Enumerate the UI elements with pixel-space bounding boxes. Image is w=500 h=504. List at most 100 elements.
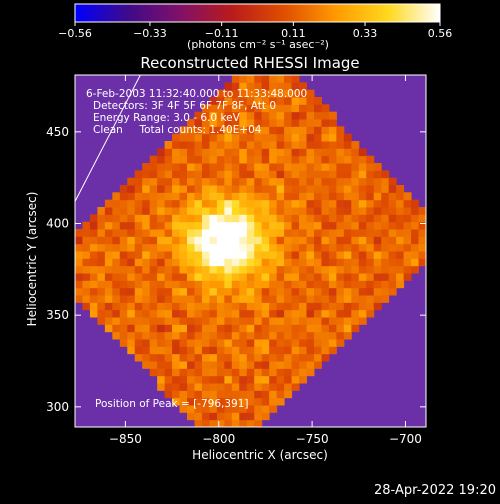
heatmap-cell (224, 339, 233, 347)
heatmap-cell (187, 273, 195, 281)
heatmap-cell (276, 397, 285, 406)
heatmap-cell (291, 214, 300, 223)
heatmap-cell (164, 339, 173, 347)
heatmap-cell (343, 243, 352, 252)
heatmap-cell (104, 243, 113, 252)
heatmap-cell (291, 287, 300, 296)
heatmap-cell (134, 221, 143, 230)
heatmap-cell (119, 214, 128, 223)
heatmap-cell (306, 368, 315, 377)
heatmap-cell (276, 126, 285, 135)
heatmap-cell (321, 243, 330, 252)
heatmap-cell (351, 170, 360, 179)
heatmap-cell (119, 258, 128, 267)
heatmap-cell (194, 243, 203, 252)
heatmap-cell (119, 236, 128, 245)
heatmap-cell (313, 229, 322, 237)
heatmap-cell (284, 170, 293, 179)
heatmap-cell (89, 273, 98, 281)
heatmap-cell (299, 221, 308, 230)
heatmap-cell (172, 251, 181, 259)
heatmap-cell (172, 287, 181, 296)
heatmap-cell (216, 221, 225, 230)
heatmap-cell (142, 199, 151, 208)
heatmap-cell (216, 133, 225, 142)
heatmap-cell (321, 317, 330, 325)
heatmap-cell (313, 353, 322, 362)
heatmap-cell (366, 287, 375, 296)
heatmap-cell (284, 229, 293, 237)
heatmap-cell (261, 229, 270, 237)
heatmap-cell (231, 280, 240, 289)
heatmap-cell (313, 192, 322, 201)
heatmap-cell (97, 265, 106, 274)
heatmap-cell (321, 221, 330, 230)
heatmap-cell (269, 207, 278, 215)
heatmap-cell (299, 207, 308, 215)
heatmap-cell (119, 302, 128, 311)
heatmap-cell (299, 104, 308, 113)
heatmap-cell (284, 126, 293, 135)
heatmap-cell (328, 317, 337, 325)
heatmap-cell (246, 133, 255, 142)
heatmap-cell (366, 243, 375, 252)
heatmap-cell (179, 390, 188, 399)
heatmap-cell (172, 185, 181, 193)
heatmap-cell (231, 177, 240, 186)
heatmap-cell (112, 236, 121, 245)
heatmap-cell (388, 199, 397, 208)
heatmap-cell (231, 309, 240, 318)
heatmap-cell (388, 207, 397, 215)
heatmap-cell (276, 119, 285, 127)
heatmap-cell (276, 214, 285, 223)
heatmap-cell (209, 163, 218, 171)
heatmap-cell (194, 383, 203, 391)
heatmap-cell (284, 207, 293, 215)
heatmap-cell (388, 221, 397, 230)
heatmap-cell (343, 280, 352, 289)
heatmap-cell (366, 258, 375, 267)
heatmap-cell (366, 155, 375, 164)
heatmap-cell (224, 280, 233, 289)
heatmap-cell (284, 133, 293, 142)
heatmap-cell (291, 155, 300, 164)
heatmap-cell (216, 258, 225, 267)
heatmap-cell (89, 258, 98, 267)
heatmap-cell (366, 229, 375, 237)
heatmap-cell (366, 221, 375, 230)
heatmap-cell (261, 155, 270, 164)
heatmap-cell (224, 361, 233, 369)
heatmap-cell (299, 251, 308, 259)
heatmap-cell (373, 199, 382, 208)
heatmap-cell (142, 177, 151, 186)
heatmap-cell (246, 163, 255, 171)
heatmap-cell (127, 214, 136, 223)
heatmap-cell (239, 221, 248, 230)
heatmap-cell (201, 273, 210, 281)
heatmap-cell (142, 185, 151, 193)
heatmap-cell (269, 82, 278, 91)
heatmap-cell (164, 229, 173, 237)
heatmap-cell (299, 324, 308, 333)
heatmap-cell (246, 258, 255, 267)
heatmap-cell (172, 221, 181, 230)
heatmap-cell (157, 265, 166, 274)
heatmap-cell (104, 287, 113, 296)
heatmap-cell (112, 317, 121, 325)
heatmap-cell (358, 229, 367, 237)
heatmap-cell (231, 265, 240, 274)
heatmap-cell (164, 170, 173, 179)
heatmap-cell (254, 199, 263, 208)
heatmap-cell (276, 155, 285, 164)
heatmap-cell (411, 265, 420, 274)
heatmap-cell (269, 221, 278, 230)
heatmap-cell (209, 258, 218, 267)
heatmap-cell (231, 119, 240, 127)
heatmap-cell (321, 287, 330, 296)
heatmap-cell (246, 192, 255, 201)
heatmap-cell (231, 339, 240, 347)
heatmap-cell (216, 192, 225, 201)
heatmap-cell (254, 346, 263, 355)
heatmap-cell (299, 199, 308, 208)
heatmap-cell (306, 207, 315, 215)
